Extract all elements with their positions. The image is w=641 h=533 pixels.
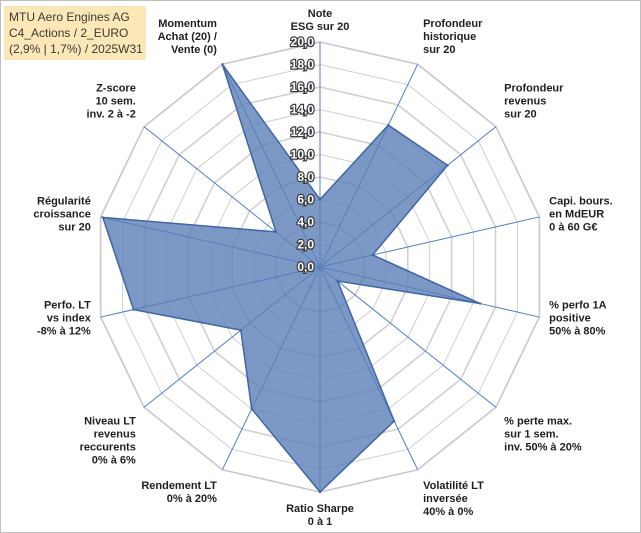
axis-labels: Note ESG sur 20 Profondeur historique sur 20… — [33, 8, 612, 528]
title-line-3: (2,9% | 1,7%) / 2025W31 — [9, 42, 143, 56]
axis-label-line: Z-score — [96, 83, 136, 95]
axis-label-line: Note — [308, 8, 332, 20]
tick-label: 4,0 — [297, 215, 314, 229]
axis-label-line: % perte max. — [504, 415, 572, 427]
data-point — [392, 419, 396, 423]
axis-label-line: croissance — [33, 209, 90, 221]
axis-label-line: Perfo. LT — [44, 299, 91, 311]
axis-label-line: 10 sem. — [95, 96, 135, 108]
axis-label-line: 0 à 1 — [308, 516, 332, 528]
axis-label: % perte max. sur 1 sem. inv. 50% à 20% — [504, 415, 582, 453]
chart-title-box: MTU Aero Engines AG C4_Actions / 2_EURO … — [4, 6, 146, 60]
axis-label-line: sur 20 — [58, 222, 90, 234]
tick-label: 14,0 — [291, 103, 315, 117]
axis-label-line: inversée — [423, 493, 468, 505]
radial-tick-labels: 0,0 2,0 4,0 6,0 8,0 10,0 12,0 14,0 16,0 18,0 20,0 — [289, 34, 315, 275]
data-point — [446, 164, 449, 167]
title-line-1: MTU Aero Engines AG — [9, 10, 130, 24]
tick-label: 18,0 — [291, 58, 315, 72]
axis-label-line: Profondeur — [504, 83, 564, 95]
axis-label: Régularité croissance sur 20 — [33, 196, 90, 234]
axis-label-line: Achat (20) / — [158, 31, 217, 43]
axis-label-line: ESG sur 20 — [291, 21, 350, 33]
axis-label-line: inv. 2 à -2 — [87, 109, 136, 121]
data-point — [478, 302, 482, 305]
axis-label-line: sur 1 sem. — [504, 428, 558, 440]
axis-label: % perfo 1A positive 50% à 80% — [549, 299, 607, 337]
axis-label-line: 50% à 80% — [549, 325, 605, 337]
data-point — [318, 490, 322, 494]
title-line-2: C4_Actions / 2_EURO — [9, 26, 129, 40]
axis-label-line: vs index — [47, 312, 92, 324]
axis-label-line: Régularité — [37, 196, 91, 208]
axis-label-line: reccurents — [80, 441, 136, 453]
data-point — [101, 216, 105, 219]
data-point — [371, 253, 374, 257]
tick-label: 6,0 — [297, 193, 314, 207]
tick-label: 8,0 — [297, 170, 314, 184]
axis-label: Perfo. LT vs index -8% à 12% — [37, 299, 92, 337]
axis-label: Niveau LT revenus reccurents 0% à 6% — [80, 415, 137, 466]
axis-label-line: Profondeur — [423, 18, 483, 30]
axis-label-line: Niveau LT — [84, 415, 136, 427]
axis-label-line: Ratio Sharpe — [286, 503, 354, 515]
axis-label-line: 0% à 20% — [167, 493, 217, 505]
axis-label: Profondeur revenus sur 20 — [504, 83, 564, 121]
axis-label-line: revenus — [504, 96, 546, 108]
axis-label: Z-score 10 sem. inv. 2 à -2 — [87, 83, 136, 121]
axis-label-line: -8% à 12% — [37, 325, 91, 337]
axis-label-line: 0 à 60 G€ — [549, 222, 597, 234]
tick-label: 12,0 — [291, 125, 315, 139]
axis-label-line: 0% à 6% — [92, 454, 136, 466]
axis-label-line: % perfo 1A — [549, 299, 607, 311]
axis-label-line: Vente (0) — [171, 44, 217, 56]
axis-label: Note ESG sur 20 — [291, 8, 350, 33]
axis-label: Rendement LT 0% à 20% — [141, 480, 217, 505]
data-point — [274, 230, 278, 234]
axis-label-line: sur 20 — [423, 44, 455, 56]
axis-label: Volatilité LT inversée 40% à 0% — [423, 480, 484, 518]
axis-label-line: Momentum — [158, 18, 217, 30]
axis-label-line: revenus — [94, 428, 136, 440]
axis-label-line: en MdEUR — [549, 209, 604, 221]
axis-label: Profondeur historique sur 20 — [423, 18, 483, 56]
axis-label: Capi. bours. en MdEUR 0 à 60 G€ — [549, 196, 613, 234]
data-point — [239, 328, 243, 332]
axis-label-line: 40% à 0% — [423, 506, 473, 518]
axis-label-line: inv. 50% à 20% — [504, 441, 582, 453]
axis-label-line: historique — [423, 31, 476, 43]
data-point — [221, 63, 224, 66]
axis-label-line: Volatilité LT — [423, 480, 484, 492]
axis-label-line: sur 20 — [504, 109, 536, 121]
tick-label: 0,0 — [297, 260, 314, 274]
tick-label: 10,0 — [291, 148, 315, 162]
data-point — [250, 407, 253, 411]
tick-label: 16,0 — [291, 80, 315, 94]
axis-label-line: positive — [549, 312, 591, 324]
data-point — [336, 279, 339, 283]
axis-label: Ratio Sharpe 0 à 1 — [286, 503, 354, 528]
axis-label-line: Rendement LT — [141, 480, 217, 492]
axis-spoke — [319, 266, 497, 408]
data-point — [387, 123, 390, 127]
data-point — [132, 308, 135, 311]
data-point — [318, 198, 322, 201]
axis-label-line: Capi. bours. — [549, 196, 613, 208]
tick-label: 20,0 — [291, 35, 315, 49]
tick-label: 2,0 — [297, 238, 314, 252]
axis-label: Momentum Achat (20) / Vente (0) — [158, 18, 218, 56]
